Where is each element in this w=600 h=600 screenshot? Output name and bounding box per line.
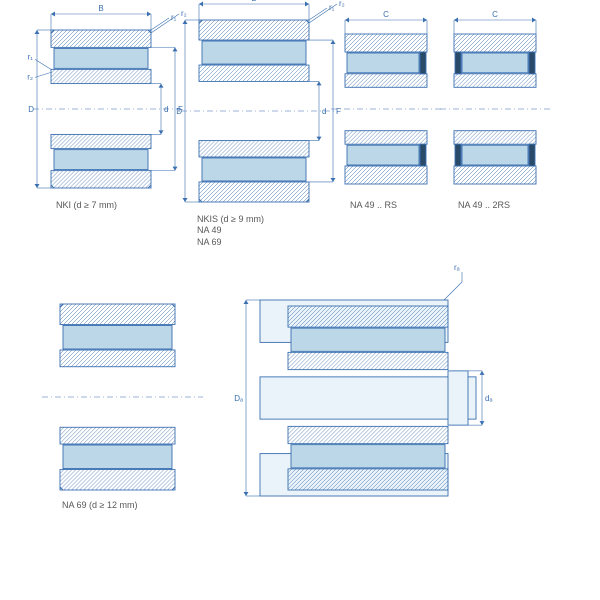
fig3: C bbox=[327, 10, 461, 184]
svg-text:Dₐ: Dₐ bbox=[234, 394, 244, 403]
svg-text:D: D bbox=[176, 107, 182, 116]
svg-text:r₁: r₁ bbox=[28, 52, 34, 61]
fig5 bbox=[40, 304, 212, 490]
fig1: BDFdr₁r₂r₁r₂ bbox=[27, 4, 187, 188]
svg-text:d: d bbox=[164, 105, 168, 114]
fig4: C bbox=[436, 10, 570, 184]
svg-text:r₂: r₂ bbox=[181, 9, 187, 18]
fig5-label: NA 69 (d ≥ 12 mm) bbox=[62, 500, 137, 511]
svg-text:C: C bbox=[492, 10, 498, 19]
svg-text:D: D bbox=[28, 105, 34, 114]
svg-text:r₂: r₂ bbox=[27, 72, 33, 81]
svg-text:C: C bbox=[383, 10, 389, 19]
svg-text:d: d bbox=[322, 107, 326, 116]
fig3-label: NA 49 .. RS bbox=[350, 200, 397, 211]
fig2: BDFdr₁r₂ bbox=[176, 0, 347, 202]
svg-text:F: F bbox=[336, 107, 341, 116]
svg-text:rₐ: rₐ bbox=[454, 263, 461, 272]
fig4-label: NA 49 .. 2RS bbox=[458, 200, 510, 211]
svg-text:dₐ: dₐ bbox=[485, 394, 493, 403]
svg-text:r₂: r₂ bbox=[339, 0, 345, 8]
fig2-label: NKIS (d ≥ 9 mm)NA 49NA 69 bbox=[197, 214, 264, 248]
fig1-label: NKI (d ≥ 7 mm) bbox=[56, 200, 117, 211]
svg-text:B: B bbox=[98, 4, 103, 13]
fig6: Dₐ dₐ rₐ bbox=[234, 263, 493, 496]
svg-text:B: B bbox=[251, 0, 256, 3]
